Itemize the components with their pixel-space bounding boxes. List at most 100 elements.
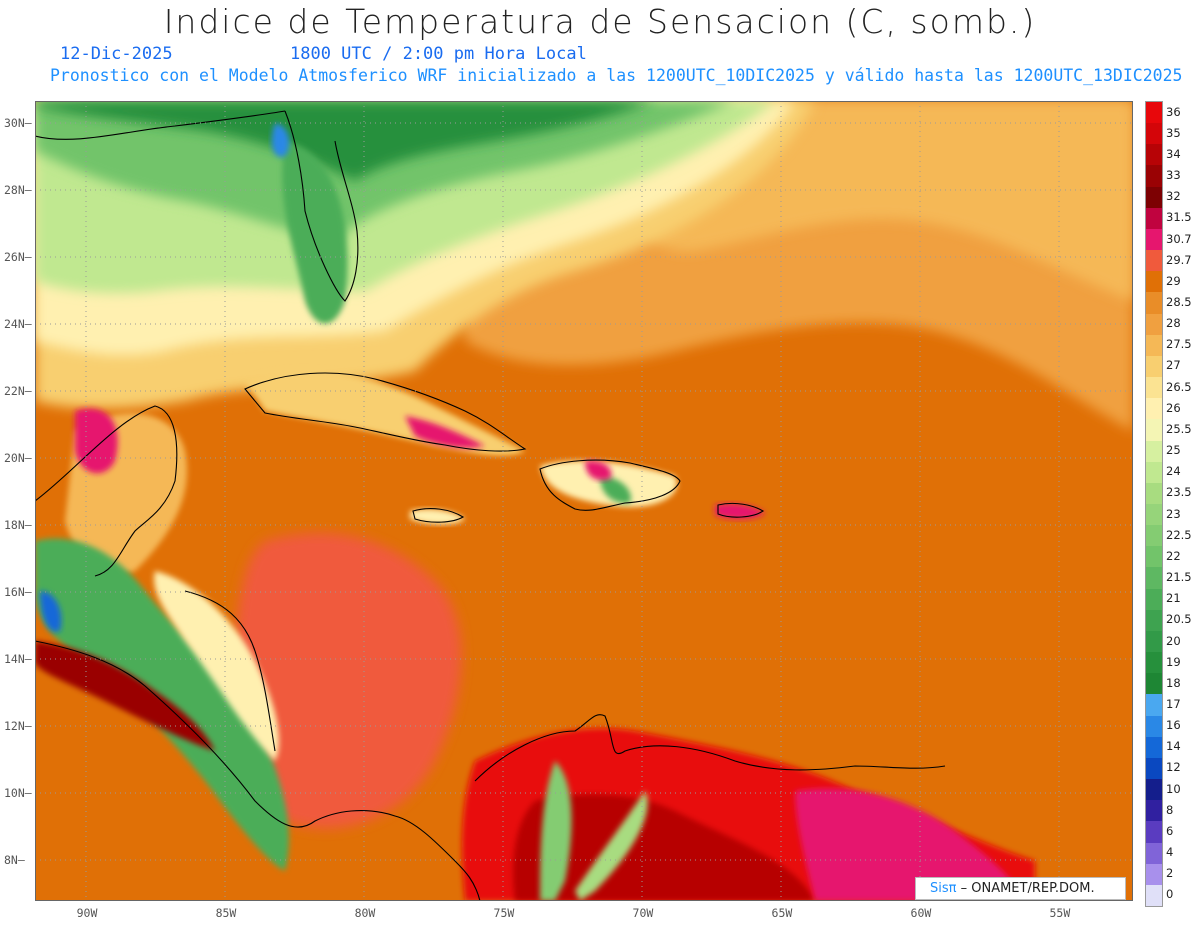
colorbar-swatch: [1146, 884, 1162, 907]
colorbar: [1145, 101, 1163, 907]
forecast-date: 12-Dic-2025: [60, 44, 173, 64]
credit-box: Sisπ – ONAMET/REP.DOM.: [915, 877, 1126, 900]
colorbar-label: 25: [1166, 443, 1181, 458]
colorbar-label: 33: [1166, 168, 1181, 183]
lon-label: 55W: [1049, 906, 1071, 920]
colorbar-label: 10: [1166, 781, 1181, 796]
colorbar-label: 27.5: [1166, 337, 1192, 352]
colorbar-label: 29.7: [1166, 252, 1192, 267]
lat-label: 16N–: [4, 585, 32, 600]
colorbar-label: 0: [1166, 887, 1174, 902]
colorbar-swatch: [1146, 228, 1162, 251]
credit-brand: Sisπ: [930, 881, 957, 896]
colorbar-label: 30.7: [1166, 231, 1192, 246]
lon-label: 75W: [493, 906, 515, 920]
coastlines: [35, 110, 946, 901]
lat-label: 12N–: [4, 718, 32, 733]
shade-jamaica: [410, 508, 465, 525]
credit-text: – ONAMET/REP.DOM.: [960, 881, 1095, 896]
colorbar-swatch: [1146, 461, 1162, 484]
colorbar-label: 31.5: [1166, 210, 1192, 225]
colorbar-swatch: [1146, 165, 1162, 188]
colorbar-label: 28.5: [1166, 295, 1192, 309]
shade-north-green: [35, 101, 735, 241]
colorbar-swatch: [1146, 504, 1162, 526]
lon-label: 60W: [910, 906, 932, 920]
colorbar-label: 35: [1166, 125, 1181, 140]
colorbar-swatch: [1146, 398, 1162, 420]
lat-label: 28N–: [4, 183, 32, 198]
colorbar-label: 27: [1166, 358, 1181, 373]
shade-centam-cream: [154, 571, 279, 761]
lon-label: 70W: [632, 906, 654, 920]
colorbar-swatch: [1146, 271, 1162, 293]
shade-north-deepgreen: [35, 101, 655, 181]
colorbar-swatch: [1146, 609, 1162, 632]
model-description: Pronostico con el Modelo Atmosferico WRF…: [50, 66, 1183, 85]
colorbar-swatch: [1146, 715, 1162, 738]
colorbar-swatch: [1146, 207, 1162, 230]
colorbar-label: 26: [1166, 400, 1181, 415]
colorbar-swatch: [1146, 736, 1162, 759]
colorbar-label: 21.5: [1166, 570, 1192, 585]
colorbar-swatch: [1146, 292, 1162, 315]
lat-label: 24N–: [4, 317, 32, 332]
colorbar-swatch: [1146, 757, 1162, 780]
colorbar-swatch: [1146, 377, 1162, 399]
lat-label: 30N–: [4, 116, 32, 131]
lon-label: 85W: [215, 906, 237, 920]
shade-andes-green: [540, 761, 572, 901]
lon-label: 90W: [76, 906, 98, 920]
colorbar-label: 34: [1166, 146, 1181, 161]
lon-label: 80W: [354, 906, 376, 920]
colorbar-label: 23: [1166, 506, 1181, 521]
colorbar-label: 4: [1166, 845, 1174, 860]
shade-hispaniola-green: [600, 476, 631, 504]
colorbar-swatch: [1146, 440, 1162, 463]
colorbar-swatch: [1146, 673, 1162, 695]
colorbar-label: 22.5: [1166, 527, 1192, 542]
colorbar-swatch: [1146, 313, 1162, 336]
shade-florida-green: [282, 141, 348, 324]
colorbar-label: 19: [1166, 654, 1181, 669]
colorbar-label: 36: [1166, 104, 1181, 119]
colorbar-swatch: [1146, 482, 1162, 505]
colorbar-swatch: [1146, 652, 1162, 674]
colorbar-label: 2: [1166, 866, 1174, 881]
colorbar-swatch: [1146, 800, 1162, 822]
colorbar-swatch: [1146, 102, 1162, 124]
colorbar-label: 28: [1166, 316, 1181, 331]
lat-label: 14N–: [4, 651, 32, 666]
forecast-time: 1800 UTC / 2:00 pm Hora Local: [290, 44, 587, 64]
colorbar-label: 16: [1166, 718, 1181, 733]
colorbar-label: 32: [1166, 189, 1181, 204]
colorbar-swatch: [1146, 250, 1162, 272]
heat-index-map: [35, 101, 1133, 901]
colorbar-swatch: [1146, 588, 1162, 611]
colorbar-swatch: [1146, 630, 1162, 653]
colorbar-label: 20.5: [1166, 612, 1192, 627]
colorbar-label: 18: [1166, 675, 1181, 690]
colorbar-swatch: [1146, 546, 1162, 568]
shade-andes-green2: [575, 791, 648, 901]
colorbar-swatch: [1146, 419, 1162, 442]
colorbar-swatch: [1146, 842, 1162, 865]
colorbar-label: 14: [1166, 739, 1181, 754]
map-title: Indice de Temperatura de Sensacion (C, s…: [163, 2, 1037, 41]
colorbar-label: 8: [1166, 802, 1174, 817]
colorbar-label: 20: [1166, 633, 1181, 648]
colorbar-swatch: [1146, 525, 1162, 547]
lat-label: 18N–: [4, 518, 32, 533]
colorbar-swatch: [1146, 355, 1162, 378]
grid-lines: [35, 101, 1133, 901]
shade-centam-blue: [40, 591, 62, 632]
shade-sa-pink: [795, 788, 1025, 901]
colorbar-label: 22: [1166, 548, 1181, 563]
shade-lake-blue: [271, 123, 290, 157]
colorbar-label: 29: [1166, 273, 1181, 288]
colorbar-label: 17: [1166, 697, 1181, 711]
lat-label: 10N–: [4, 785, 32, 800]
lat-label: 22N–: [4, 384, 32, 399]
colorbar-swatch: [1146, 863, 1162, 886]
shade-cuba-hot: [405, 416, 485, 448]
